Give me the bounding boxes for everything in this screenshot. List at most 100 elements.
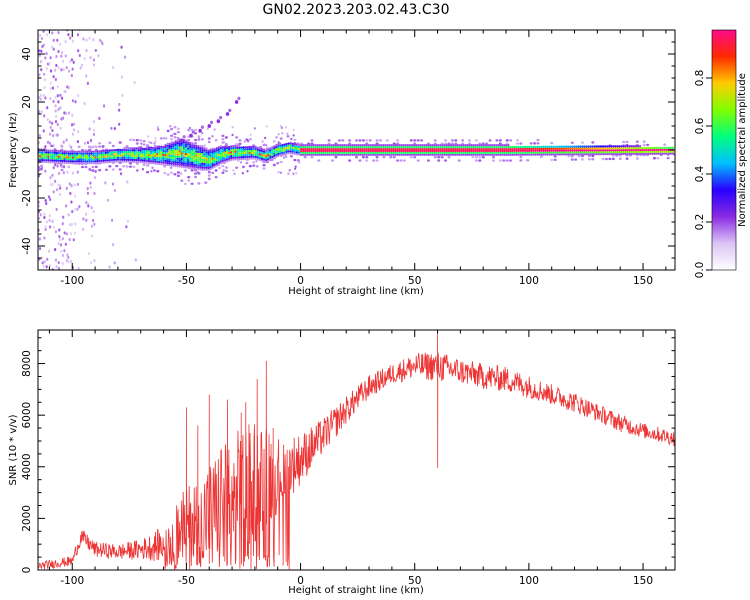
spectrogram-cell: [106, 160, 109, 164]
spectrogram-cell: [49, 153, 52, 156]
spectrogram-cell: [139, 160, 142, 164]
spectrogram-cell: [76, 170, 79, 174]
spectrogram-cell: [291, 152, 294, 155]
spectrogram-cell: [347, 145, 350, 149]
spectrogram-cell: [211, 164, 214, 168]
spectrogram-cell: [207, 124, 211, 128]
spectrogram-cell: [48, 120, 52, 124]
spectrogram-cell: [142, 143, 146, 146]
spectrogram-cell: [125, 148, 128, 152]
spectrogram-cell: [334, 151, 338, 155]
spectrogram-cell: [312, 145, 315, 149]
spectrogram-cell: [197, 146, 200, 150]
spectrogram-cell: [100, 151, 103, 155]
spectrogram-cell: [147, 159, 151, 163]
spectrogram-cell: [324, 147, 327, 151]
spectrogram-cell: [260, 151, 264, 155]
spectrogram-cell: [104, 181, 107, 185]
spectrogram-cell: [616, 150, 619, 154]
spectrogram-cell: [322, 145, 325, 149]
spectrogram-cell: [190, 169, 194, 172]
spectrogram-cell: [495, 147, 498, 151]
spectrogram-cell: [112, 65, 115, 70]
spectrogram-cell: [139, 155, 142, 158]
spectrogram-cell: [149, 158, 153, 161]
spectrogram-cell: [556, 153, 559, 156]
spectrogram-cell: [542, 145, 545, 149]
spectrogram-cell: [143, 157, 146, 160]
spectrogram-cell: [78, 53, 81, 58]
spectrogram-cell: [632, 145, 636, 148]
spectrogram-cell: [164, 146, 167, 149]
spectrogram-cell: [375, 144, 379, 147]
spectrogram-cell: [139, 153, 142, 156]
spectrogram-cell: [166, 156, 169, 159]
spectrogram-cell: [131, 149, 134, 152]
spectrogram-cell: [482, 151, 485, 155]
spectrogram-cell: [203, 156, 206, 160]
spectrogram-cell: [225, 166, 228, 169]
spectrogram-cell: [70, 222, 73, 226]
spectrogram-cell: [256, 146, 259, 150]
spectrogram-cell: [207, 170, 211, 174]
spectrogram-cell: [622, 152, 625, 156]
spectrogram-cell: [182, 135, 186, 139]
spectrogram-cell: [357, 153, 360, 156]
spectrogram-cell: [478, 147, 481, 151]
spectrogram-cell: [168, 160, 171, 163]
spectrogram-cell: [289, 148, 292, 151]
spectrogram-cell: [205, 153, 208, 156]
spectrogram-cell: [232, 152, 235, 155]
spectrogram-cell: [587, 158, 591, 161]
spectrogram-cell: [618, 157, 622, 160]
spectrogram-cell: [135, 156, 138, 160]
spectrogram-cell: [186, 143, 190, 146]
spectrogram-cell: [486, 144, 490, 147]
spectrogram-cell: [230, 152, 233, 156]
spectrogram-cell: [57, 267, 61, 270]
spectrogram-cell: [46, 140, 50, 144]
spectrogram-cell: [327, 139, 331, 142]
spectrogram-cell: [497, 144, 500, 147]
spectrogram-cell: [67, 33, 70, 37]
spectrogram-cell: [158, 155, 161, 158]
spectrogram-cell: [232, 148, 235, 152]
spectrogram-cell: [88, 36, 91, 40]
spectrogram-cell: [243, 140, 246, 143]
spectrogram-cell: [101, 145, 105, 148]
spectrogram-cell: [43, 160, 46, 164]
spectrogram-cell: [180, 154, 183, 157]
spectrogram-cell: [186, 147, 190, 150]
spectrogram-cell: [188, 151, 192, 154]
spectrogram-cell: [255, 160, 258, 163]
spectrogram-cell: [591, 153, 594, 156]
spectrogram-x-tick-label: -100: [60, 275, 84, 287]
spectrogram-cell: [69, 161, 72, 165]
spectrogram-cell: [610, 149, 613, 152]
spectrogram-cell: [119, 156, 122, 159]
spectrogram-cell: [659, 148, 662, 152]
spectrogram-cell: [100, 155, 103, 159]
spectrogram-cell: [151, 158, 155, 161]
spectrogram-cell: [188, 157, 192, 160]
spectrogram-cell: [308, 144, 311, 147]
spectrogram-cell: [112, 160, 116, 163]
spectrogram-cell: [234, 146, 237, 150]
spectrogram-cell: [147, 152, 151, 155]
spectrogram-cell: [548, 149, 551, 152]
spectrogram-cell: [96, 161, 99, 165]
spectrogram-cell: [38, 153, 42, 156]
spectrogram-cell: [558, 153, 562, 156]
spectrogram-cell: [57, 30, 60, 35]
spectrogram-cell: [630, 150, 633, 154]
spectrogram-cell: [81, 227, 85, 231]
spectrogram-cell: [423, 145, 426, 149]
spectrogram-cell: [215, 151, 218, 154]
spectrogram-cell: [454, 139, 458, 142]
spectrogram-cell: [258, 156, 262, 160]
spectrogram-cell: [180, 150, 183, 153]
spectrogram-cell: [413, 139, 417, 142]
spectrogram-cell: [209, 150, 212, 154]
spectrogram-cell: [110, 151, 114, 154]
spectrogram-cell: [86, 150, 89, 153]
